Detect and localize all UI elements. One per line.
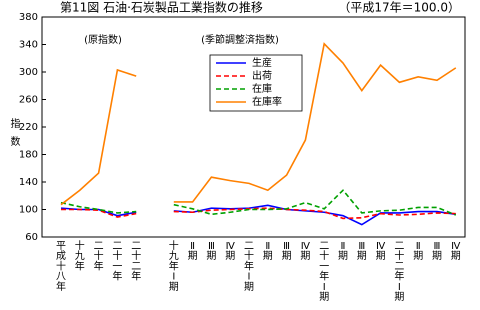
chart-subtitle: （平成17年＝100.0）: [338, 1, 460, 15]
series-line: [61, 207, 456, 220]
series-line: [60, 189, 457, 216]
y-tick-label: 60: [25, 232, 38, 243]
y-tick-label: 260: [19, 95, 38, 106]
x-tick-label: 二十二年 Ⅰ 期: [394, 241, 404, 303]
y-axis-label: 指数: [8, 117, 20, 154]
y-tick-label: 340: [19, 40, 38, 51]
y-tick-label: 220: [19, 122, 38, 133]
x-tick-label: 平成十八年: [56, 241, 66, 293]
annotation: (原指数): [84, 33, 122, 46]
annotation: (季節調整済指数): [201, 33, 279, 46]
x-tick-label: 二十一年: [112, 241, 122, 283]
y-tick-label: 140: [19, 177, 38, 188]
plot-frame: [41, 16, 466, 238]
series-line: [60, 42, 457, 206]
legend-label: 出荷: [252, 69, 272, 82]
x-tick-label: 二十年: [94, 241, 104, 272]
y-tick-label: 300: [19, 67, 38, 78]
legend-label: 生産: [252, 56, 272, 69]
legend-label: 在庫: [252, 82, 272, 95]
x-tick-label: 十九年 Ⅰ 期: [169, 239, 179, 293]
x-tick-label: 二十年 Ⅰ 期: [244, 241, 254, 293]
chart-title: 第11図 石油·石炭製品工業指数の推移: [60, 0, 263, 15]
y-tick-label: 380: [19, 12, 38, 23]
y-tick-label: 100: [19, 205, 38, 216]
x-tick-label: 二十一年 Ⅰ 期: [319, 241, 329, 303]
x-tick-label: 十九年: [75, 239, 85, 272]
x-tick-label: 二十二年: [131, 241, 141, 283]
legend-label: 在庫率: [252, 95, 282, 108]
y-tick-label: 180: [19, 150, 38, 161]
